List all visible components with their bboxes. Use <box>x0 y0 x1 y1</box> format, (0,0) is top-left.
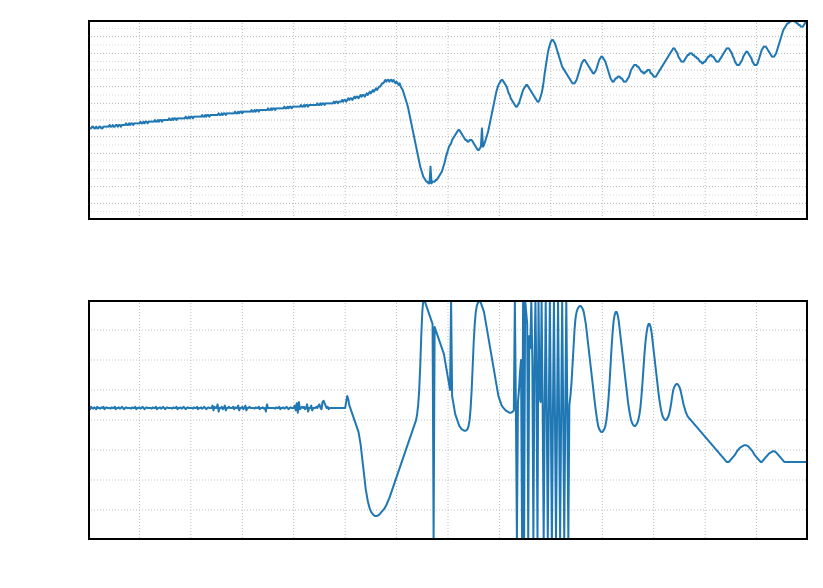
chart-1 <box>88 20 808 220</box>
panel-1 <box>88 20 808 220</box>
panel-2 <box>88 300 808 540</box>
figure <box>0 0 823 588</box>
chart-2 <box>88 300 808 540</box>
